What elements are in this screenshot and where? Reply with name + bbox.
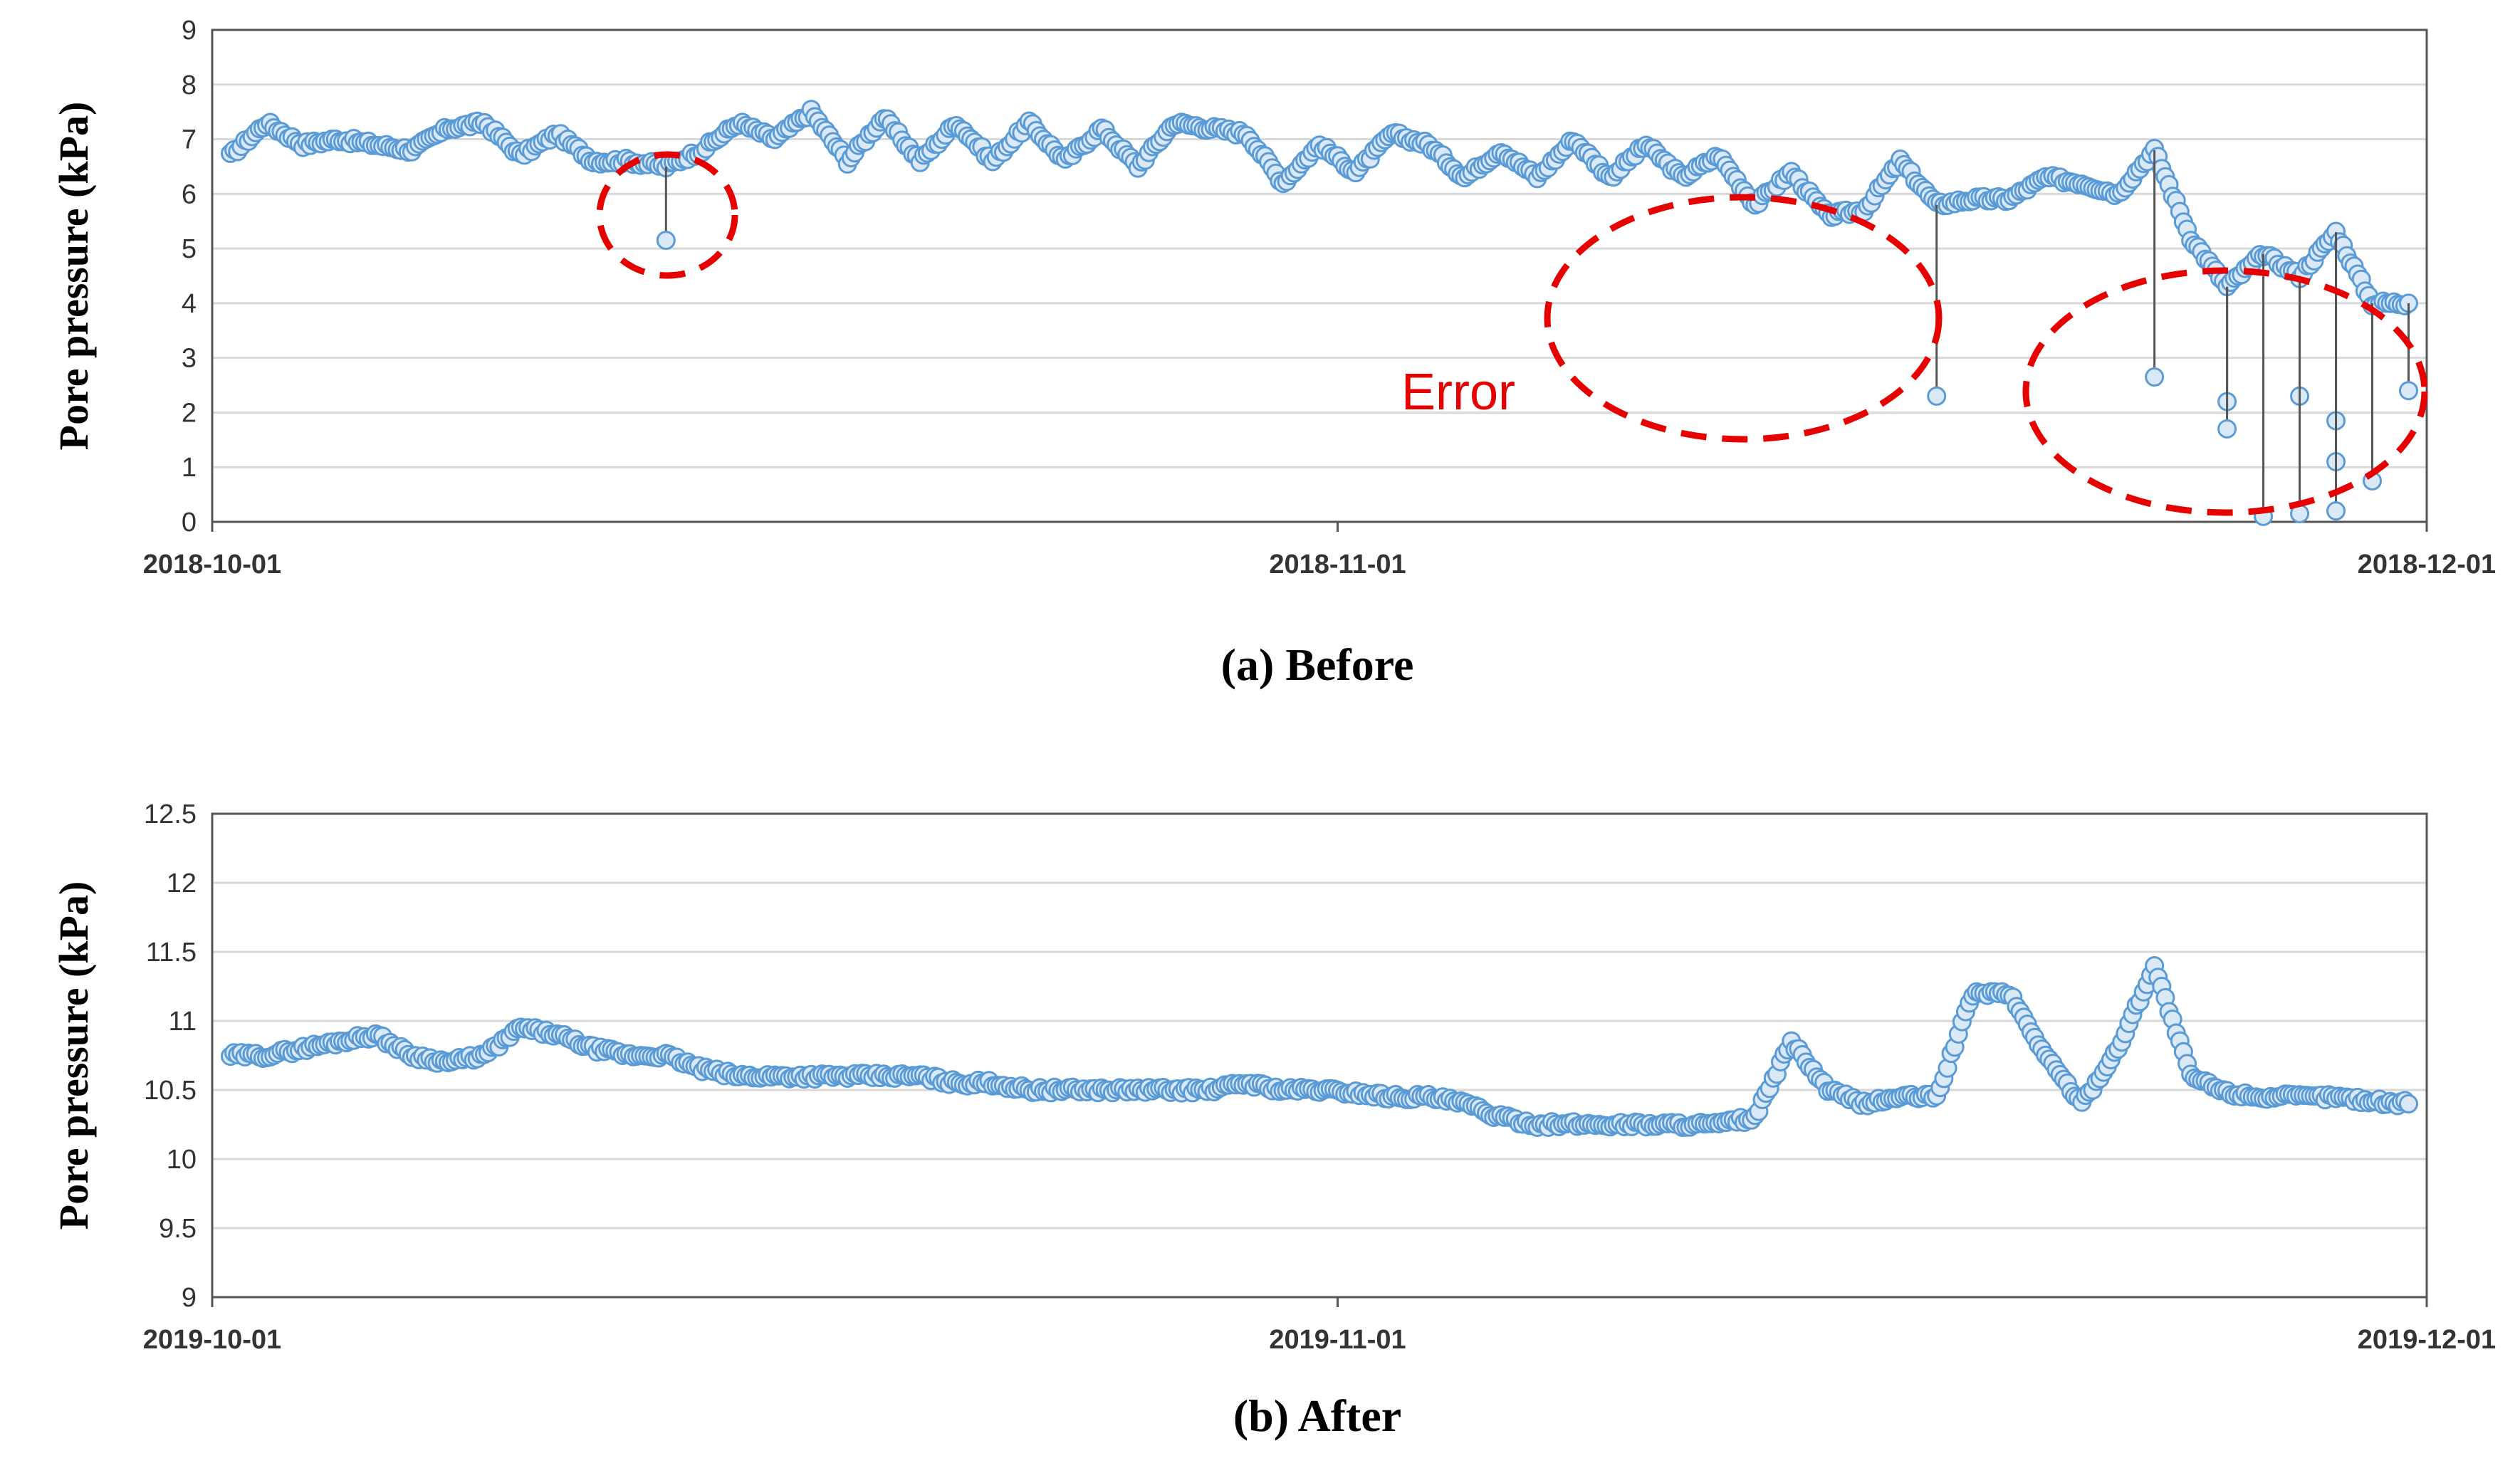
caption-after: (b) After	[1233, 1390, 1401, 1441]
y-tick-label: 10.5	[144, 1076, 197, 1106]
y-tick-label: 1	[182, 453, 197, 483]
error-highlight-ellipse	[1544, 194, 1943, 443]
y-tick-label: 9.5	[159, 1214, 197, 1244]
y-tick-label: 10	[167, 1145, 197, 1175]
error-annotation: Error	[1401, 364, 1515, 421]
error-point	[1927, 386, 1947, 406]
error-point	[2217, 419, 2237, 439]
x-tick-label: 2019-11-01	[1269, 1325, 1406, 1355]
y-tick-label: 9	[182, 16, 197, 46]
plot-frame	[211, 812, 2428, 1299]
chart-panel-before: 0 1 2 3 4 5 6 7 8 9 2018-10-01 2018-11-01 2018-12-01…	[51, 16, 2496, 580]
y-axis-label: Pore pressure (kPa)	[51, 102, 97, 451]
y-axis-label: Pore pressure (kPa)	[51, 881, 97, 1230]
error-point	[2145, 367, 2165, 387]
error-highlight-ellipse	[2022, 267, 2428, 516]
x-tick-label: 2019-12-01	[2358, 1325, 2496, 1355]
y-tick-label: 9	[182, 1283, 197, 1313]
x-tick-label: 2019-10-01	[143, 1325, 281, 1355]
y-tick-label: 12	[167, 869, 197, 898]
y-tick-label: 7	[182, 125, 197, 155]
y-tick-label: 2	[182, 398, 197, 428]
data-point	[2399, 1094, 2418, 1113]
error-point	[2326, 501, 2346, 521]
x-tick-label: 2018-11-01	[1269, 550, 1406, 580]
plot-frame	[211, 28, 2428, 523]
x-tick-label: 2018-12-01	[2358, 550, 2496, 580]
y-tick-label: 0	[182, 508, 197, 538]
y-tick-label: 8	[182, 70, 197, 100]
y-tick-label: 4	[182, 289, 197, 319]
caption-before: (a) Before	[1221, 639, 1414, 690]
chart-panel-after: 9 9.5 10 10.5 11 11.5 12 12.5 2019-10-01 2019-11-…	[51, 800, 2496, 1355]
error-point	[656, 231, 676, 251]
x-tick-label: 2018-10-01	[143, 550, 281, 580]
y-tick-label: 12.5	[144, 800, 197, 829]
y-tick-label: 6	[182, 179, 197, 209]
y-tick-label: 5	[182, 234, 197, 264]
error-highlight-ellipse	[596, 151, 738, 279]
y-tick-label: 11.5	[146, 938, 197, 968]
error-point	[2399, 381, 2419, 401]
y-tick-label: 3	[182, 344, 197, 374]
y-tick-label: 11	[169, 1007, 197, 1037]
